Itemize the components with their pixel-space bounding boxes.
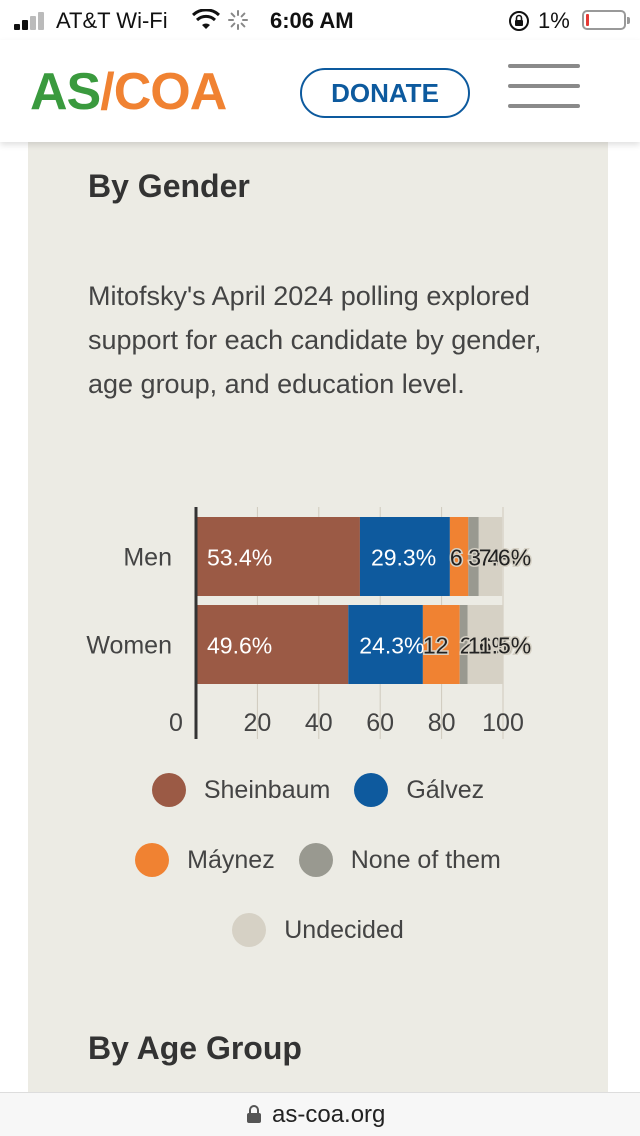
donate-button[interactable]: DONATE xyxy=(300,68,470,118)
bar-none-of-them-men xyxy=(468,517,479,596)
legend-label: Máynez xyxy=(187,845,275,874)
next-section-title: By Age Group xyxy=(88,1030,302,1066)
data-label: 6 xyxy=(450,545,463,571)
status-bar: AT&T Wi-Fi 6:06 AM 1% xyxy=(0,0,640,40)
bar-g-lvez-men xyxy=(359,517,450,596)
category-label: Women xyxy=(86,632,172,660)
browser-url-bar[interactable]: as-coa.org xyxy=(0,1092,640,1136)
site-header: AS/COA DONATE xyxy=(0,40,640,142)
category-label: Men xyxy=(123,544,172,572)
data-label: 24.3% xyxy=(359,633,424,659)
bar-sheinbaum-women xyxy=(196,605,349,684)
legend-item-maynez[interactable]: Máynez xyxy=(135,843,275,877)
legend-item-undecided[interactable]: Undecided xyxy=(232,913,404,947)
legend-swatch xyxy=(354,773,389,807)
legend-label: Undecided xyxy=(284,915,404,944)
intro-paragraph: Mitofsky's April 2024 polling explored s… xyxy=(88,281,542,399)
data-label: 7.6% xyxy=(479,545,531,571)
legend-label: None of them xyxy=(350,845,501,874)
bar-m-ynez-men xyxy=(449,517,469,596)
x-tick-label: 20 xyxy=(243,709,271,737)
wifi-icon xyxy=(192,9,220,29)
data-label: 11.5% xyxy=(468,633,532,659)
legend-row-2: Máynez None of them xyxy=(28,840,608,880)
bar-m-ynez-women xyxy=(422,605,460,684)
bar-undecided-men xyxy=(478,517,503,596)
gender-chart-svg: Men Women 53.4% 29.3% 6 3.4%7.6% 49.6% 24.3%12 2… xyxy=(86,507,533,739)
orientation-lock-icon xyxy=(509,11,529,31)
loading-spinner-icon xyxy=(228,10,248,30)
legend-label: Gálvez xyxy=(406,775,485,804)
x-tick-label: 0 xyxy=(169,709,183,737)
x-tick-label: 40 xyxy=(305,709,333,737)
bar-g-lvez-women xyxy=(348,605,423,684)
clock: 6:06 AM xyxy=(270,8,354,33)
lock-icon xyxy=(247,1105,261,1123)
legend-swatch xyxy=(135,843,170,877)
gender-chart: Men Women 53.4% 29.3% 6 3.4% 7.6% 49.6% 24.3% 12 2… xyxy=(28,502,608,742)
battery-percent: 1% xyxy=(538,8,570,33)
data-label: 3.4% xyxy=(468,545,520,571)
legend-item-sheinbaum[interactable]: Sheinbaum xyxy=(151,773,331,807)
legend-item-none-of-them[interactable]: None of them xyxy=(298,843,501,877)
data-label: 49.6% xyxy=(207,633,272,659)
legend-label: Sheinbaum xyxy=(203,775,331,804)
data-label: 2.6% xyxy=(460,633,512,659)
hamburger-menu-icon[interactable] xyxy=(508,64,580,112)
carrier-label: AT&T Wi-Fi xyxy=(56,8,168,33)
signal-icon xyxy=(14,12,48,30)
legend-row-1: Sheinbaum Gálvez xyxy=(28,770,608,810)
data-label: 53.4% xyxy=(207,545,272,571)
legend-swatch xyxy=(151,773,186,807)
bar-undecided-women xyxy=(467,605,503,684)
legend-swatch xyxy=(232,913,267,947)
legend-swatch xyxy=(298,843,333,877)
x-tick-label: 100 xyxy=(482,709,524,737)
content-card: By Gender Mitofsky's April 2024 polling … xyxy=(28,142,608,1092)
legend-item-galvez[interactable]: Gálvez xyxy=(354,773,484,807)
ascoa-logo[interactable]: AS/COA xyxy=(30,63,227,121)
data-label: 12 xyxy=(423,633,449,659)
url-text[interactable]: as-coa.org xyxy=(272,1101,386,1128)
bar-sheinbaum-men xyxy=(196,517,360,596)
x-tick-label: 80 xyxy=(428,709,456,737)
x-tick-label: 60 xyxy=(366,709,394,737)
legend-row-3: Undecided xyxy=(28,910,608,950)
bar-none-of-them-women xyxy=(459,605,468,684)
data-label: 29.3% xyxy=(371,545,436,571)
section-title: By Gender xyxy=(88,168,250,204)
battery-icon xyxy=(582,10,630,30)
